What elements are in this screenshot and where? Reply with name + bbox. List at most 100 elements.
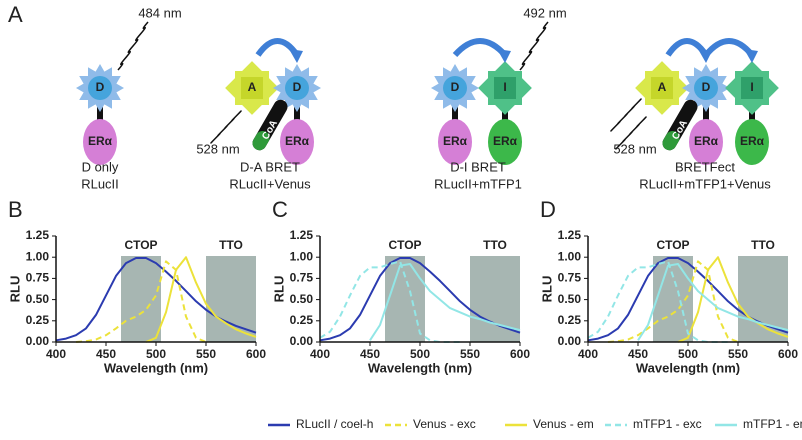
- transfer-arrow: [255, 38, 300, 57]
- y-axis-label: RLU: [539, 276, 554, 303]
- receptor: [438, 119, 472, 165]
- y-tick-label: 0.00: [290, 334, 314, 348]
- emission: [117, 21, 149, 71]
- y-tick-label: 0.00: [558, 334, 582, 348]
- x-axis-label: Wavelength (nm): [368, 360, 472, 375]
- y-tick-label: 0.25: [26, 313, 50, 327]
- intermediate-label: I: [503, 80, 506, 94]
- y-tick-label: 0.75: [26, 271, 50, 285]
- y-tick-label: 0.00: [26, 334, 50, 348]
- legend-label: RLucII / coel-h: [296, 417, 373, 431]
- band-label: TTO: [483, 238, 507, 252]
- receptor: [280, 119, 314, 165]
- emission: [615, 116, 647, 150]
- panel-label: A: [8, 2, 23, 27]
- receptor: [83, 119, 117, 165]
- legend-label: Venus - em: [533, 417, 594, 431]
- shaded-band: [653, 256, 693, 342]
- receptor-label: ERα: [694, 134, 719, 148]
- donor-label: D: [293, 80, 302, 94]
- band-label: CTOP: [124, 238, 157, 252]
- wavelength: 528 nm: [613, 141, 656, 156]
- caption: D-A BRET: [240, 159, 300, 174]
- x-tick-label: 600: [510, 347, 530, 361]
- band-label: CTOP: [388, 238, 421, 252]
- y-tick-label: 0.75: [290, 271, 314, 285]
- legend-label: mTFP1 - exc: [633, 417, 702, 431]
- y-tick-label: 1.00: [26, 249, 50, 263]
- wavelength: 528 nm: [196, 141, 239, 156]
- transfer-arrow: [452, 38, 508, 58]
- intermediate-label: I: [750, 80, 753, 94]
- receptor-label: ERα: [493, 134, 518, 148]
- y-tick-label: 0.25: [290, 313, 314, 327]
- square-core: [494, 77, 516, 99]
- acceptor-label: A: [248, 80, 257, 94]
- acceptor-label: A: [658, 80, 667, 94]
- shaded-band: [121, 256, 161, 342]
- band-label: CTOP: [656, 238, 689, 252]
- caption: RLucII+mTFP1: [434, 176, 522, 191]
- x-tick-label: 450: [360, 347, 380, 361]
- x-tick-label: 550: [728, 347, 748, 361]
- donor-label: D: [96, 80, 105, 94]
- x-tick-label: 400: [46, 347, 66, 361]
- panel-label: D: [540, 197, 556, 222]
- x-tick-label: 550: [196, 347, 216, 361]
- band-label: TTO: [751, 238, 775, 252]
- receptor-label: ERα: [88, 134, 113, 148]
- arrow-head: [289, 49, 303, 63]
- diagram-shapes: [76, 21, 779, 165]
- caption: D-I BRET: [450, 159, 506, 174]
- caption: BRETFect: [675, 159, 735, 174]
- y-tick-label: 1.25: [26, 228, 50, 242]
- receptor: [689, 119, 723, 165]
- x-tick-label: 450: [628, 347, 648, 361]
- x-tick-label: 500: [678, 347, 698, 361]
- x-tick-label: 500: [146, 347, 166, 361]
- donor-core: [285, 76, 309, 100]
- spectrum-line: [637, 263, 789, 341]
- x-tick-label: 500: [410, 347, 430, 361]
- charts: B CTOP TTO 0.00 0.25 0.50 0.75 1.00 1.25 400 450 50…: [7, 197, 802, 431]
- receptor-label: ERα: [740, 134, 765, 148]
- wavelength: 484 nm: [138, 5, 181, 20]
- donor-core: [88, 76, 112, 100]
- band-label: TTO: [219, 238, 243, 252]
- y-tick-label: 0.50: [290, 292, 314, 306]
- legend-label: mTFP1 - em: [743, 417, 802, 431]
- spectrum-line: [145, 256, 257, 343]
- spectrum-line: [319, 257, 521, 342]
- x-tick-label: 550: [460, 347, 480, 361]
- receptor-label: ERα: [443, 134, 468, 148]
- spectrum-line: [75, 260, 207, 343]
- caption: RLucII: [81, 176, 119, 191]
- caption: D only: [82, 159, 119, 174]
- x-tick-label: 400: [578, 347, 598, 361]
- x-axis-label: Wavelength (nm): [104, 360, 208, 375]
- x-tick-label: 600: [778, 347, 798, 361]
- y-tick-label: 1.00: [290, 249, 314, 263]
- y-axis-label: RLU: [7, 276, 22, 303]
- spectrum-line: [677, 256, 789, 343]
- emission: [519, 21, 549, 71]
- panel-label: C: [272, 197, 288, 222]
- shaded-band: [206, 256, 256, 342]
- arrow-head: [744, 49, 758, 63]
- receptor: [735, 119, 769, 165]
- y-tick-label: 0.75: [558, 271, 582, 285]
- receptor: [488, 119, 522, 165]
- emission: [610, 98, 642, 132]
- y-axis-label: RLU: [271, 276, 286, 303]
- emission: [210, 110, 242, 144]
- spectrum-line: [369, 263, 521, 341]
- x-tick-label: 600: [246, 347, 266, 361]
- y-tick-label: 1.25: [558, 228, 582, 242]
- spectrum-line: [607, 260, 739, 343]
- y-tick-label: 1.25: [290, 228, 314, 242]
- y-tick-label: 0.50: [558, 292, 582, 306]
- coactivator-tip: [662, 130, 680, 151]
- y-tick-label: 1.00: [558, 249, 582, 263]
- x-tick-label: 450: [96, 347, 116, 361]
